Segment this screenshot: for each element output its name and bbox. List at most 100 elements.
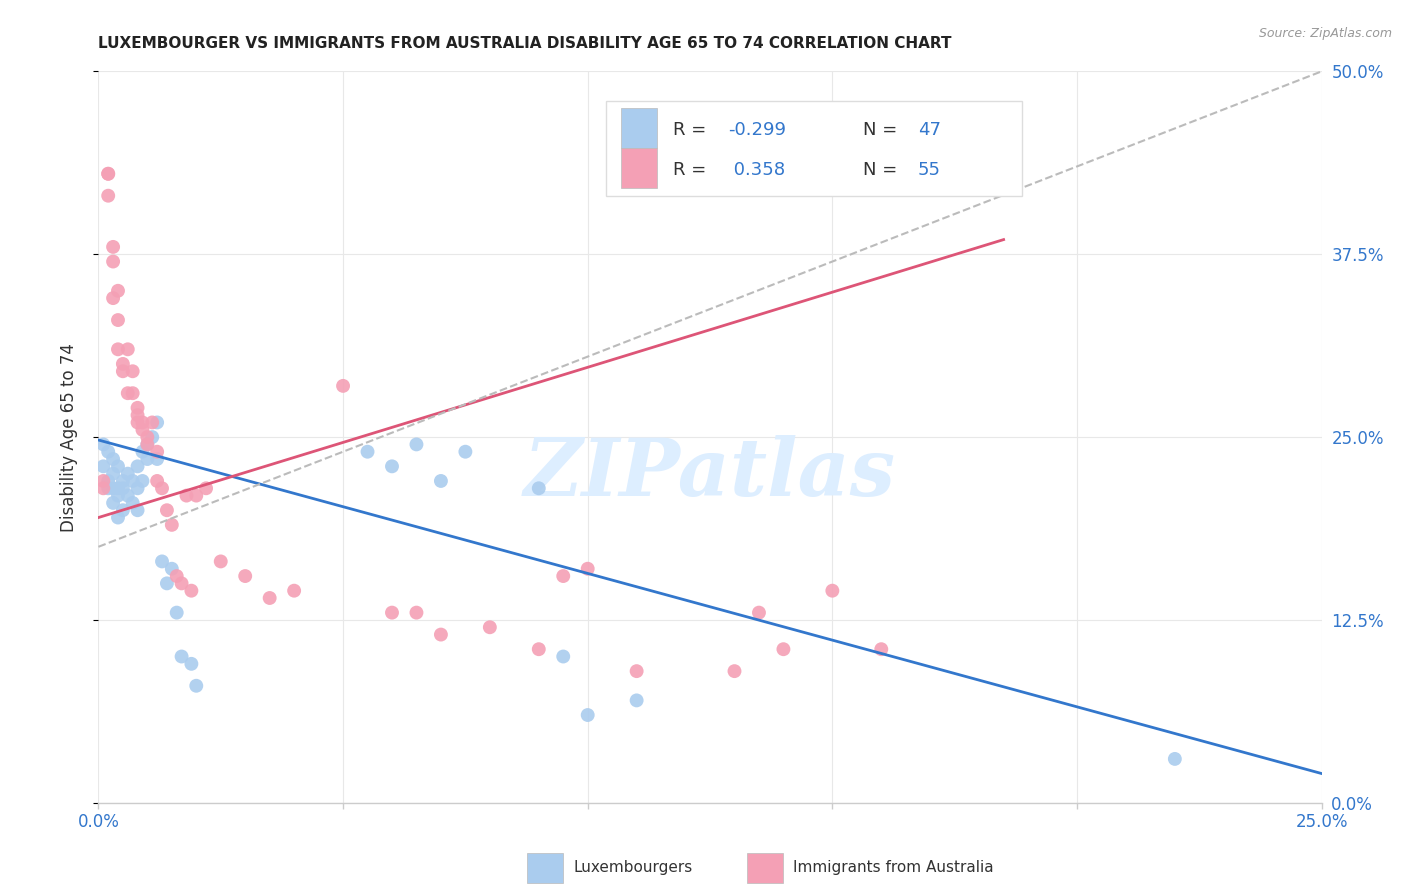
Point	[160, 562, 183, 576]
Point	[107, 459, 129, 474]
Point	[121, 474, 143, 488]
Point	[381, 459, 404, 474]
Point	[150, 481, 173, 495]
Point	[121, 386, 143, 401]
Text: 55: 55	[918, 161, 941, 179]
Point	[107, 510, 129, 524]
Point	[141, 416, 163, 430]
Point	[527, 481, 550, 495]
Point	[107, 343, 129, 357]
Point	[136, 437, 159, 451]
Point	[101, 481, 124, 495]
Text: N =: N =	[863, 121, 903, 139]
Point	[131, 474, 153, 488]
Point	[283, 583, 305, 598]
Point	[146, 452, 169, 467]
Point	[107, 284, 129, 298]
Point	[117, 386, 139, 401]
Point	[170, 649, 193, 664]
Text: Source: ZipAtlas.com: Source: ZipAtlas.com	[1258, 27, 1392, 40]
Point	[180, 657, 202, 671]
Point	[91, 437, 114, 451]
Point	[136, 437, 159, 451]
Point	[97, 188, 120, 202]
Point	[127, 481, 149, 495]
Point	[405, 606, 427, 620]
Text: R =: R =	[673, 121, 713, 139]
Point	[131, 416, 153, 430]
Text: R =: R =	[673, 161, 713, 179]
Point	[332, 379, 354, 393]
Point	[136, 452, 159, 467]
Point	[576, 708, 599, 723]
Point	[97, 444, 120, 458]
Point	[101, 496, 124, 510]
FancyBboxPatch shape	[526, 853, 564, 883]
Point	[111, 481, 134, 495]
FancyBboxPatch shape	[606, 101, 1022, 195]
FancyBboxPatch shape	[747, 853, 783, 883]
Point	[160, 517, 183, 532]
Point	[146, 474, 169, 488]
Point	[127, 401, 149, 415]
Point	[166, 569, 188, 583]
Point	[91, 481, 114, 495]
Point	[381, 606, 404, 620]
Point	[156, 503, 179, 517]
Point	[117, 467, 139, 481]
Point	[141, 430, 163, 444]
Point	[97, 167, 120, 181]
Point	[127, 503, 149, 517]
Text: -0.299: -0.299	[728, 121, 786, 139]
Point	[121, 496, 143, 510]
Point	[117, 489, 139, 503]
Text: 47: 47	[918, 121, 941, 139]
Point	[136, 430, 159, 444]
Point	[111, 364, 134, 378]
Point	[127, 408, 149, 422]
Point	[101, 467, 124, 481]
Point	[127, 459, 149, 474]
Point	[430, 627, 453, 641]
Point	[101, 254, 124, 268]
Point	[748, 606, 770, 620]
Point	[146, 416, 169, 430]
Point	[97, 481, 120, 495]
Text: Immigrants from Australia: Immigrants from Australia	[793, 860, 994, 875]
Point	[454, 444, 477, 458]
Point	[626, 664, 648, 678]
Point	[111, 503, 134, 517]
Point	[101, 240, 124, 254]
Point	[166, 606, 188, 620]
Point	[146, 444, 169, 458]
Point	[259, 591, 281, 605]
Text: ZIPatlas: ZIPatlas	[524, 435, 896, 512]
Y-axis label: Disability Age 65 to 74: Disability Age 65 to 74	[59, 343, 77, 532]
Point	[107, 481, 129, 495]
Point	[821, 583, 844, 598]
Point	[527, 642, 550, 657]
Point	[993, 167, 1015, 181]
Point	[186, 489, 208, 503]
Point	[180, 583, 202, 598]
Point	[170, 576, 193, 591]
Point	[107, 313, 129, 327]
Point	[91, 474, 114, 488]
Point	[626, 693, 648, 707]
FancyBboxPatch shape	[620, 148, 658, 188]
Point	[131, 423, 153, 437]
FancyBboxPatch shape	[620, 108, 658, 148]
Point	[117, 343, 139, 357]
Point	[97, 474, 120, 488]
Point	[195, 481, 218, 495]
Point	[1164, 752, 1187, 766]
Point	[101, 291, 124, 305]
Point	[356, 444, 378, 458]
Text: LUXEMBOURGER VS IMMIGRANTS FROM AUSTRALIA DISABILITY AGE 65 TO 74 CORRELATION CH: LUXEMBOURGER VS IMMIGRANTS FROM AUSTRALI…	[98, 36, 952, 51]
Point	[870, 642, 893, 657]
Text: 0.358: 0.358	[728, 161, 786, 179]
Point	[91, 459, 114, 474]
Point	[121, 364, 143, 378]
Point	[111, 474, 134, 488]
Point	[131, 444, 153, 458]
